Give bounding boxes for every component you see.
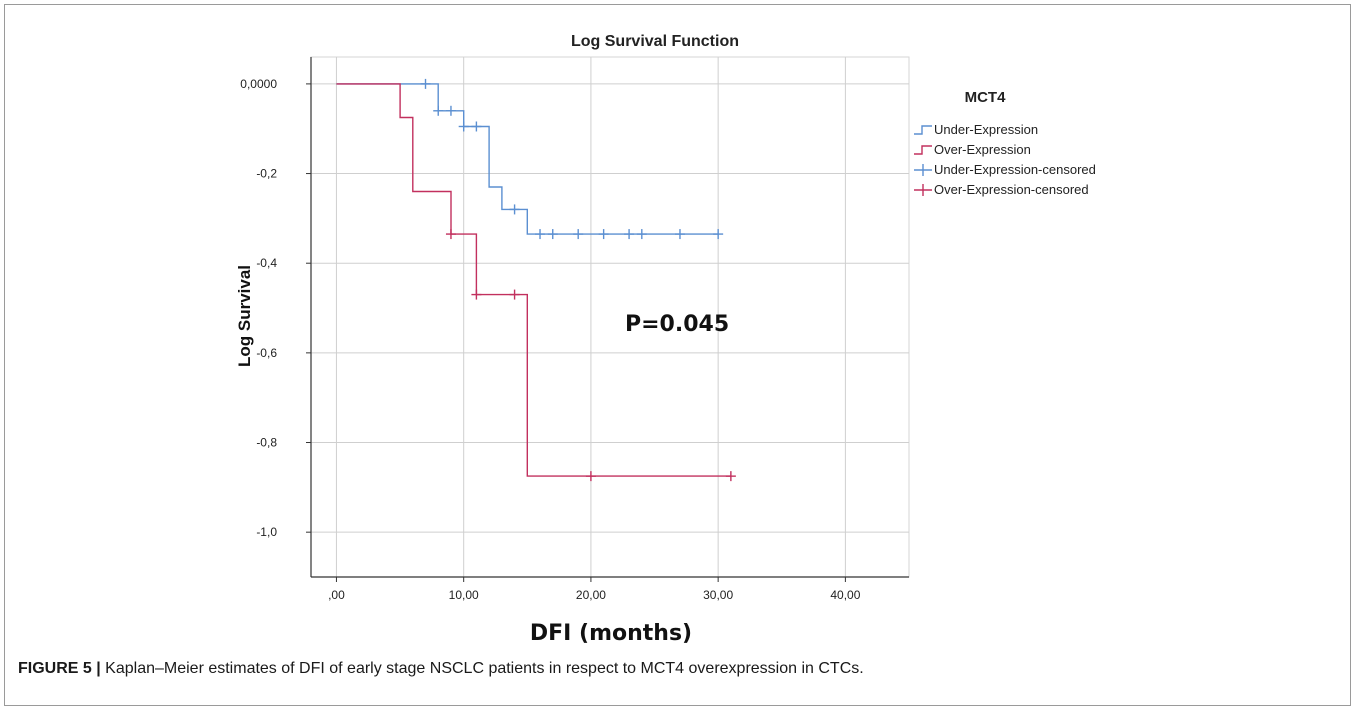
x-tick-label: 10,00 [449,588,479,602]
censor-mark-under-expression [713,229,724,240]
y-tick-label: 0,0000 [240,77,277,91]
y-tick-label: -0,6 [256,346,277,360]
censor-mark-under-expression [445,105,456,116]
censor-mark-under-expression [674,229,685,240]
censor-mark-under-expression [624,229,635,240]
legend-entry: Under-Expression [914,122,1038,137]
y-axis-label: Log Survival [235,265,254,367]
series-line-under-expression [336,83,719,235]
censor-mark-under-expression [509,204,520,215]
figure-frame [4,4,1351,706]
censor-mark-under-expression [636,229,647,240]
legend-step-swatch [914,145,932,155]
legend-label: Over-Expression-censored [934,182,1089,197]
censor-mark-under-expression [471,121,482,132]
y-tick-label: -1,0 [256,525,277,539]
censor-mark-under-expression [573,229,584,240]
legend: MCT4 Under-Expression Over-Expression Unde… [914,89,1096,197]
plot-area: ,00 10,00 20,00 30,00 40,00 0,0000 -0,2 -0,4 -0,… [240,56,910,602]
p-value-annotation: P=0.045 [625,312,729,337]
caption-text: Kaplan–Meier estimates of DFI of early s… [100,660,864,677]
x-tick-label: 30,00 [703,588,733,602]
caption-label: FIGURE 5 | [18,660,101,677]
y-tick-label: -0,4 [256,256,277,270]
censor-mark-over-expression [725,471,736,482]
legend-entry: Under-Expression-censored [914,162,1096,177]
legend-label: Under-Expression [934,122,1038,137]
legend-step-swatch [914,125,932,135]
chart-title: Log Survival Function [571,33,739,50]
censor-mark-under-expression [458,121,469,132]
plot-frame [310,56,910,578]
legend-entry: Over-Expression [914,142,1031,157]
censor-mark-over-expression [585,471,596,482]
censor-mark-under-expression [535,229,546,240]
legend-label: Over-Expression [934,142,1031,157]
censor-mark-under-expression [598,229,609,240]
censor-mark-under-expression [547,229,558,240]
censor-mark-over-expression [445,229,456,240]
legend-title: MCT4 [965,89,1006,106]
x-axis-label: DFI (months) [530,621,692,646]
figure-caption: FIGURE 5 | Kaplan–Meier estimates of DFI… [18,660,1338,678]
x-tick-label: 20,00 [576,588,606,602]
censor-mark-over-expression [471,289,482,300]
x-tick-label: 40,00 [830,588,860,602]
legend-entry: Over-Expression-censored [914,182,1089,197]
y-tick-label: -0,8 [256,436,277,450]
series-line-over-expression [336,83,731,477]
y-tick-label: -0,2 [256,167,277,181]
censor-mark-under-expression [433,105,444,116]
legend-label: Under-Expression-censored [934,162,1096,177]
censor-mark-under-expression [420,78,431,89]
x-tick-label: ,00 [328,588,345,602]
censor-mark-over-expression [509,289,520,300]
